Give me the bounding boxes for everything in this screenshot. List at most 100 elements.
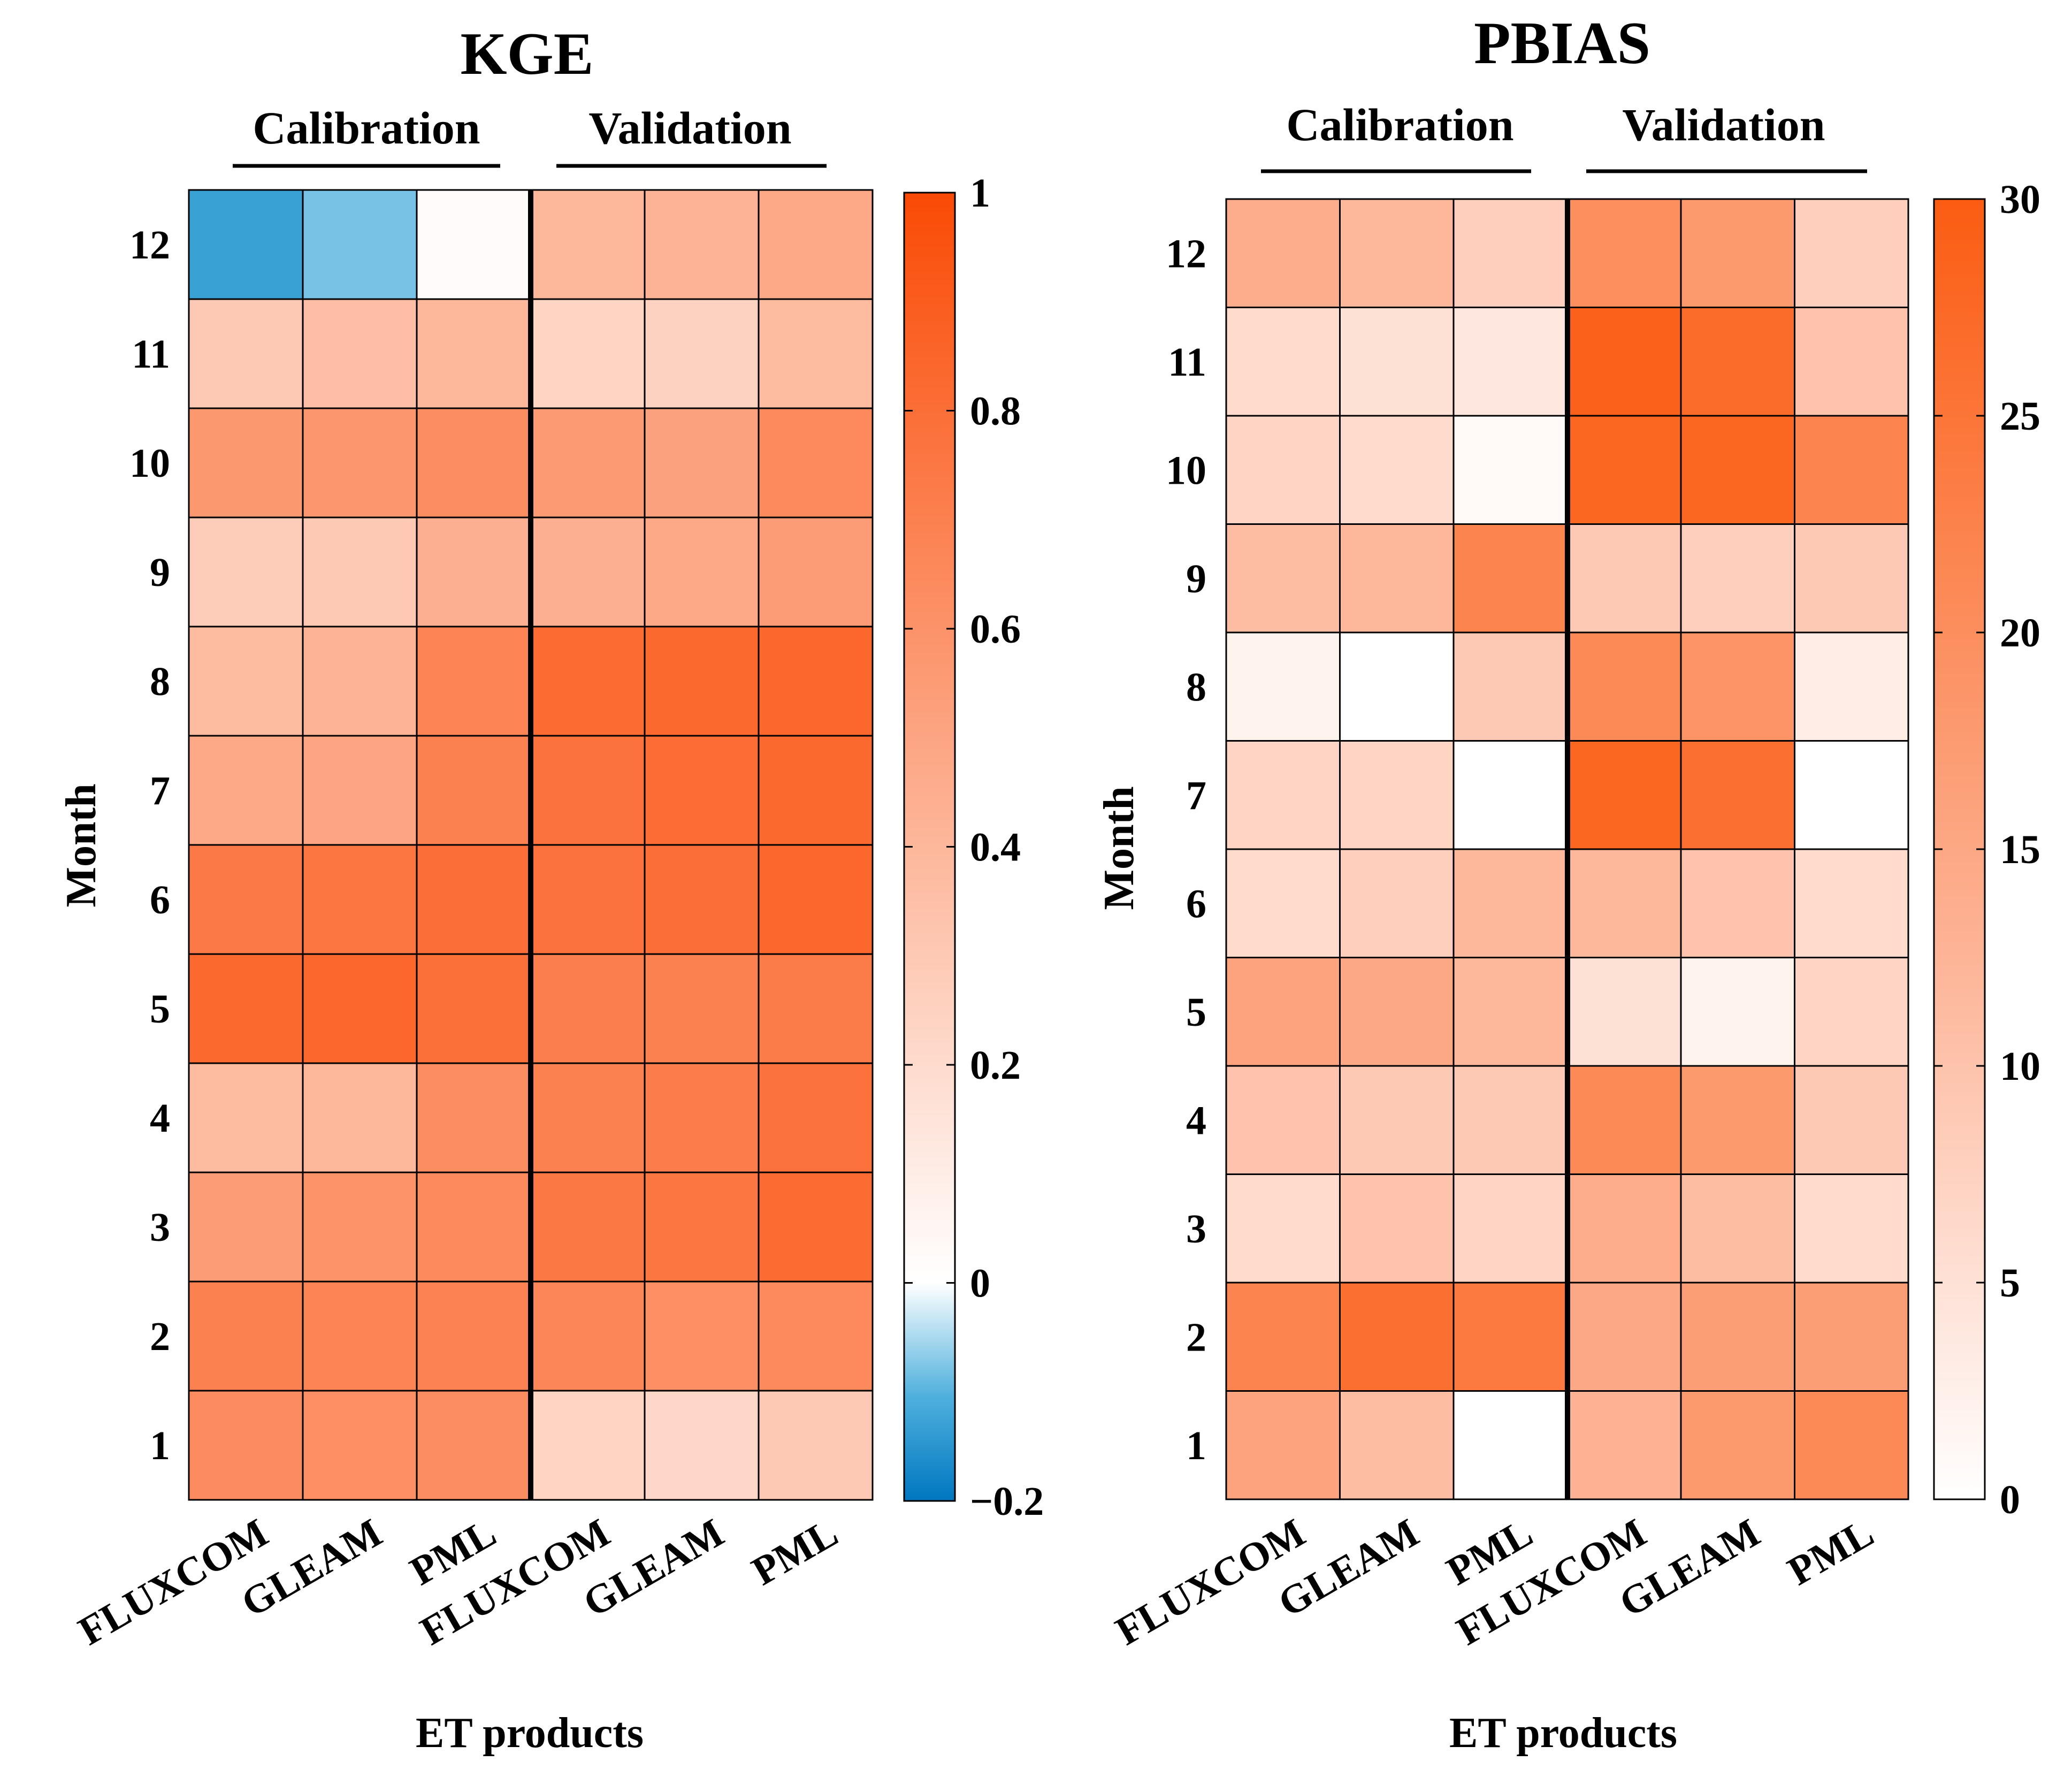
pbias-cell-m11-c5 (1680, 307, 1795, 417)
kge-cell-m5-c4 (530, 953, 646, 1064)
kge-ytick-6: 6 (150, 878, 170, 922)
kge-cbtick-label-6: 1 (970, 171, 990, 216)
kge-cell-m12-c6 (758, 189, 874, 300)
kge-cell-m9-c1 (188, 516, 304, 628)
kge-cell-m3-c1 (188, 1171, 304, 1283)
pbias-cell-m4-c4 (1566, 1065, 1682, 1175)
kge-x-axis-label: ET products (416, 1710, 644, 1757)
pbias-cell-m1-c2 (1339, 1390, 1455, 1500)
pbias-cell-m3-c3 (1452, 1173, 1568, 1284)
pbias-ytick-6: 6 (1186, 881, 1206, 926)
pbias-cell-m5-c4 (1566, 957, 1682, 1067)
pbias-cell-m5-c6 (1794, 957, 1909, 1067)
kge-group-calibration: Calibration (253, 102, 480, 154)
kge-ytick-5: 5 (150, 987, 170, 1032)
kge-cell-m7-c5 (644, 735, 760, 846)
pbias-ytick-2: 2 (1186, 1315, 1206, 1360)
kge-cell-m3-c5 (644, 1171, 760, 1283)
kge-cell-m2-c4 (530, 1280, 646, 1392)
kge-cell-m11-c3 (416, 298, 532, 409)
kge-cell-m10-c2 (302, 407, 418, 518)
pbias-ytick-8: 8 (1186, 665, 1206, 710)
kge-cell-m6-c4 (530, 844, 646, 955)
pbias-cbtick-label-2: 10 (2000, 1044, 2040, 1089)
kge-cell-m7-c6 (758, 735, 874, 846)
pbias-colorbar-ticks: 0 5 10 15 20 25 30 (1934, 177, 2040, 1522)
pbias-ytick-5: 5 (1186, 990, 1206, 1035)
kge-cell-m3-c4 (530, 1171, 646, 1283)
pbias-cell-m9-c1 (1225, 523, 1341, 634)
kge-cell-m8-c4 (530, 626, 646, 737)
kge-cells (188, 189, 874, 1501)
pbias-cell-m10-c4 (1566, 415, 1682, 525)
kge-cell-m7-c1 (188, 735, 304, 846)
kge-cbtick-label-0: −0.2 (970, 1479, 1044, 1524)
kge-cell-m3-c2 (302, 1171, 418, 1283)
kge-cell-m7-c4 (530, 735, 646, 846)
kge-cell-m12-c2 (302, 189, 418, 300)
pbias-cell-m7-c4 (1566, 740, 1682, 850)
pbias-cell-m4-c5 (1680, 1065, 1795, 1175)
pbias-cell-m4-c6 (1794, 1065, 1909, 1175)
kge-cell-m12-c4 (530, 189, 646, 300)
pbias-cell-m12-c6 (1794, 198, 1909, 308)
pbias-cell-m10-c5 (1680, 415, 1795, 525)
pbias-cell-m4-c3 (1452, 1065, 1568, 1175)
kge-title: KGE (461, 21, 594, 87)
pbias-cell-m7-c6 (1794, 740, 1909, 850)
pbias-cell-m3-c2 (1339, 1173, 1455, 1284)
pbias-y-axis-label: Month (1096, 786, 1143, 910)
pbias-cell-m6-c4 (1566, 848, 1682, 958)
kge-cbtick-label-3: 0.4 (970, 825, 1021, 870)
kge-ytick-9: 9 (150, 550, 170, 595)
kge-cell-m6-c6 (758, 844, 874, 955)
kge-cell-m4-c5 (644, 1062, 760, 1173)
pbias-panel: PBIAS Calibration Validation 12345678910… (1096, 10, 2040, 1757)
kge-cell-m4-c2 (302, 1062, 418, 1173)
kge-cell-m5-c1 (188, 953, 304, 1064)
pbias-cell-m5-c5 (1680, 957, 1795, 1067)
pbias-cbtick-label-5: 25 (2000, 394, 2040, 439)
kge-cell-m11-c4 (530, 298, 646, 409)
kge-cbtick-label-5: 0.8 (970, 389, 1021, 434)
kge-cell-m2-c5 (644, 1280, 760, 1392)
kge-cell-m12-c3 (416, 189, 532, 300)
kge-cell-m8-c1 (188, 626, 304, 737)
pbias-cell-m8-c4 (1566, 631, 1682, 742)
kge-cell-m6-c1 (188, 844, 304, 955)
kge-cell-m2-c2 (302, 1280, 418, 1392)
pbias-cell-m3-c6 (1794, 1173, 1909, 1284)
kge-cell-m1-c4 (530, 1390, 646, 1501)
kge-cell-m8-c3 (416, 626, 532, 737)
kge-cell-m3-c3 (416, 1171, 532, 1283)
pbias-cells (1225, 198, 1909, 1500)
pbias-cell-m1-c4 (1566, 1390, 1682, 1500)
pbias-cell-m11-c3 (1452, 307, 1568, 417)
kge-cell-m3-c6 (758, 1171, 874, 1283)
pbias-cell-m11-c1 (1225, 307, 1341, 417)
kge-cell-m2-c3 (416, 1280, 532, 1392)
pbias-cell-m3-c4 (1566, 1173, 1682, 1284)
kge-cell-m5-c3 (416, 953, 532, 1064)
kge-cell-m12-c1 (188, 189, 304, 300)
kge-cell-m8-c6 (758, 626, 874, 737)
kge-ytick-1: 1 (150, 1423, 170, 1468)
kge-cell-m7-c2 (302, 735, 418, 846)
pbias-ytick-1: 1 (1186, 1423, 1206, 1468)
pbias-xtick-6: PML (1780, 1510, 1881, 1594)
pbias-cell-m1-c6 (1794, 1390, 1909, 1500)
kge-cell-m1-c1 (188, 1390, 304, 1501)
kge-group-validation: Validation (588, 102, 791, 154)
pbias-cell-m3-c1 (1225, 1173, 1341, 1284)
pbias-cell-m4-c1 (1225, 1065, 1341, 1175)
pbias-cell-m10-c3 (1452, 415, 1568, 525)
pbias-cell-m9-c4 (1566, 523, 1682, 634)
kge-cell-m4-c3 (416, 1062, 532, 1173)
pbias-cell-m1-c3 (1452, 1390, 1568, 1500)
pbias-group-calibration: Calibration (1286, 99, 1513, 150)
kge-cell-m11-c1 (188, 298, 304, 409)
pbias-cell-m5-c2 (1339, 957, 1455, 1067)
